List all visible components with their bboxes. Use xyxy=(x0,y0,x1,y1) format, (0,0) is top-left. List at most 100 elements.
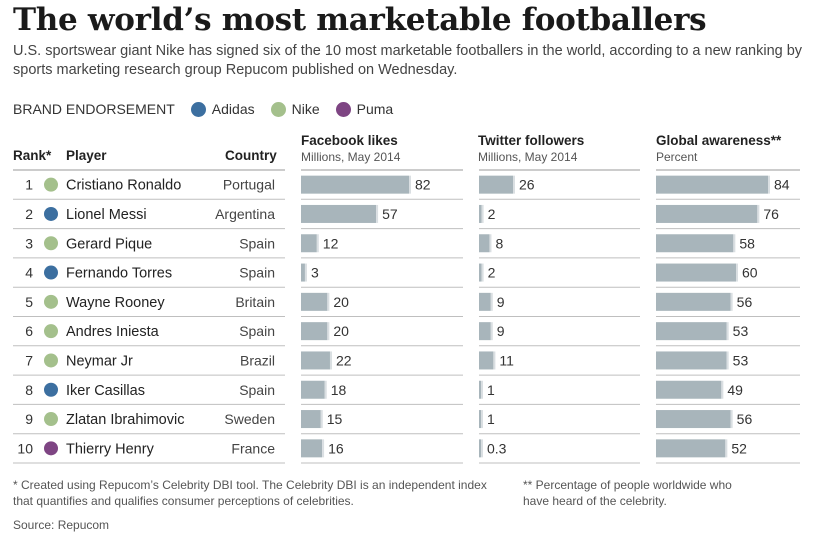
player-cell: Wayne Rooney xyxy=(66,295,165,311)
player-cell: Neymar Jr xyxy=(66,353,133,369)
twitter-bar xyxy=(479,175,513,194)
legend-label-puma: Puma xyxy=(356,101,394,117)
twitter-header: Twitter followers xyxy=(478,133,585,148)
twitter-value-label: 1 xyxy=(487,411,495,427)
player-cell: Fernando Torres xyxy=(66,266,172,282)
twitter-bar xyxy=(479,439,481,458)
brand-dot-icon xyxy=(44,412,58,427)
puma-dot-icon xyxy=(335,101,351,117)
awareness-bar-end xyxy=(726,322,729,341)
brand-dot-icon xyxy=(44,353,58,368)
awareness-bar xyxy=(656,380,722,399)
facebook-value-label: 20 xyxy=(333,323,349,339)
chart-subtitle: U.S. sportswear giant Nike has signed si… xyxy=(13,43,803,78)
twitter-bar-end xyxy=(493,351,496,370)
player-cell: Cristiano Ronaldo xyxy=(66,178,181,194)
twitter-bar-end xyxy=(481,263,484,282)
twitter-bar-end xyxy=(481,380,483,399)
facebook-bar-end xyxy=(304,263,307,282)
awareness-value-label: 49 xyxy=(727,382,743,398)
legend-title: BRAND ENDORSEMENT xyxy=(13,101,175,117)
awareness-bar xyxy=(656,322,727,341)
facebook-value-label: 18 xyxy=(331,382,347,398)
footnote-left: * Created using Repucom’s Celebrity DBI … xyxy=(13,478,487,508)
awareness-bar-end xyxy=(725,439,728,458)
brand-dot-icon xyxy=(44,441,58,456)
country-cell: Argentina xyxy=(215,206,275,222)
twitter-bar-end xyxy=(489,234,492,253)
brand-dot-icon xyxy=(44,324,58,339)
twitter-bar-end xyxy=(481,204,484,223)
twitter-subheader: Millions, May 2014 xyxy=(478,150,578,164)
brand-dot-icon xyxy=(44,294,58,309)
twitter-value-label: 9 xyxy=(497,323,505,339)
country-cell: Spain xyxy=(239,265,275,281)
facebook-bar-end xyxy=(409,175,411,194)
awareness-bar xyxy=(656,351,727,370)
facebook-bar-end xyxy=(316,234,319,253)
facebook-bar xyxy=(301,439,323,458)
rank-cell: 6 xyxy=(25,323,33,339)
awareness-bar-end xyxy=(726,351,729,370)
legend-item-nike: Nike xyxy=(270,101,320,117)
twitter-value-label: 0.3 xyxy=(487,440,507,456)
brand-dot-icon xyxy=(44,382,58,397)
awareness-bar-end xyxy=(730,292,733,311)
twitter-bar-end xyxy=(490,292,493,311)
country-cell: Britain xyxy=(235,294,275,310)
twitter-value-label: 8 xyxy=(495,235,503,251)
awareness-bar-end xyxy=(721,380,724,399)
awareness-bar xyxy=(656,292,731,311)
awareness-bar xyxy=(656,204,758,223)
legend-label-nike: Nike xyxy=(291,101,320,117)
awareness-bar xyxy=(656,263,736,282)
twitter-bar xyxy=(479,380,481,399)
twitter-bar-end xyxy=(481,410,483,429)
awareness-bar-end xyxy=(757,204,760,223)
twitter-value-label: 1 xyxy=(487,382,495,398)
awareness-value-label: 56 xyxy=(737,294,753,310)
brand-dot-icon xyxy=(44,177,58,192)
twitter-bar xyxy=(479,292,491,311)
adidas-dot-icon xyxy=(190,101,206,117)
brand-dot-icon xyxy=(44,265,58,280)
awareness-bar-end xyxy=(733,234,736,253)
rank-cell: 8 xyxy=(25,382,33,398)
country-cell: Spain xyxy=(239,235,275,251)
twitter-bar-end xyxy=(513,175,515,194)
twitter-value-label: 2 xyxy=(488,265,496,281)
facebook-bar xyxy=(301,292,328,311)
rank-cell: 3 xyxy=(25,235,33,251)
awareness-value-label: 53 xyxy=(733,352,749,368)
legend-label-adidas: Adidas xyxy=(211,101,255,117)
legend-item-adidas: Adidas xyxy=(190,101,255,117)
awareness-value-label: 58 xyxy=(739,235,755,251)
facebook-value-label: 57 xyxy=(382,206,398,222)
facebook-bar xyxy=(301,322,328,341)
facebook-value-label: 22 xyxy=(336,352,352,368)
player-cell: Iker Casillas xyxy=(66,383,145,399)
twitter-value-label: 11 xyxy=(499,352,514,368)
footnote-right: ** Percentage of people worldwide who ha… xyxy=(523,478,732,508)
facebook-bar-end xyxy=(327,292,330,311)
twitter-value-label: 9 xyxy=(497,294,505,310)
country-cell: Sweden xyxy=(224,411,275,427)
player-cell: Lionel Messi xyxy=(66,207,147,223)
twitter-bar xyxy=(479,322,491,341)
twitter-bar xyxy=(479,410,481,429)
twitter-bar xyxy=(479,234,490,253)
facebook-header: Facebook likes xyxy=(301,133,398,148)
facebook-bar xyxy=(301,410,321,429)
facebook-value-label: 20 xyxy=(333,294,349,310)
rank-cell: 5 xyxy=(25,294,33,310)
rank-cell: 4 xyxy=(25,265,33,281)
facebook-bar-end xyxy=(324,380,327,399)
rank-cell: 9 xyxy=(25,411,33,427)
player-cell: Zlatan Ibrahimovic xyxy=(66,412,184,428)
rank-cell: 10 xyxy=(17,440,33,456)
facebook-value-label: 82 xyxy=(415,177,431,193)
player-header: Player xyxy=(66,148,107,163)
awareness-value-label: 53 xyxy=(733,323,749,339)
facebook-bar xyxy=(301,175,409,194)
awareness-bar xyxy=(656,175,768,194)
